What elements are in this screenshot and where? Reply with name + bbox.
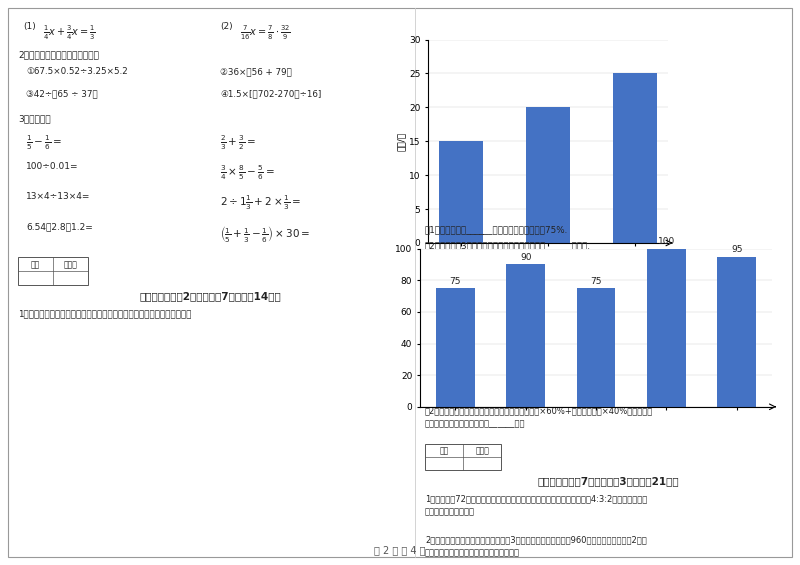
Y-axis label: 天数/天: 天数/天 xyxy=(397,132,406,151)
Text: （1）王平四次平时成绩的平均分是______分。: （1）王平四次平时成绩的平均分是______分。 xyxy=(425,390,546,399)
Text: 体积是多少立方厘米？: 体积是多少立方厘米？ xyxy=(425,507,475,516)
Bar xyxy=(526,107,570,243)
Bar xyxy=(436,288,474,407)
Text: (2): (2) xyxy=(220,22,233,31)
Bar xyxy=(18,257,88,285)
Text: 五、综合题（共2小题，每题7分，共计14分）: 五、综合题（共2小题，每题7分，共计14分） xyxy=(139,291,281,301)
Bar xyxy=(577,288,615,407)
Text: ③42÷（65 ÷ 37）: ③42÷（65 ÷ 37） xyxy=(26,89,98,98)
Text: 得分: 得分 xyxy=(439,447,449,456)
Text: 100÷0.01=: 100÷0.01= xyxy=(26,162,78,171)
Text: 90: 90 xyxy=(520,253,531,262)
Text: 级第一学期的数学学期成绩是______分。: 级第一学期的数学学期成绩是______分。 xyxy=(425,419,526,428)
Text: 6.54－2.8－1.2=: 6.54－2.8－1.2= xyxy=(26,222,93,231)
Text: （2）先由甲做3天，剩下的工程由丙接着做，还要______天完成.: （2）先由甲做3天，剩下的工程由丙接着做，还要______天完成. xyxy=(425,241,591,250)
Text: $\frac{1}{4}x+\frac{3}{4}x=\frac{1}{3}$: $\frac{1}{4}x+\frac{3}{4}x=\frac{1}{3}$ xyxy=(43,24,96,42)
Text: (1): (1) xyxy=(23,22,36,31)
Text: 13×4÷13×4=: 13×4÷13×4= xyxy=(26,192,90,201)
Text: 的正方形方砖，需要多少块？（用比例解）: 的正方形方砖，需要多少块？（用比例解） xyxy=(425,548,520,557)
Text: 2．化式计算，能简算的要简算。: 2．化式计算，能简算的要简算。 xyxy=(18,50,99,59)
Text: ②36×（56 + 79）: ②36×（56 + 79） xyxy=(220,67,292,76)
Bar xyxy=(506,264,545,407)
Text: $\frac{3}{4}\times\frac{8}{5}-\frac{5}{6}=$: $\frac{3}{4}\times\frac{8}{5}-\frac{5}{6… xyxy=(220,164,275,182)
Text: 1．用一根长72厘米的铁丝围成一个长方体，这个长方体得长宽高的比是4:3:2，这个长方体的: 1．用一根长72厘米的铁丝围成一个长方体，这个长方体得长宽高的比是4:3:2，这… xyxy=(425,494,647,503)
Text: $\left(\frac{1}{5}+\frac{1}{3}-\frac{1}{6}\right)\times30=$: $\left(\frac{1}{5}+\frac{1}{3}-\frac{1}{… xyxy=(220,224,310,244)
Text: 2．如图是王平六年级第一学期四次数学平时成绩和数学期末测试成绩统计图，请根据图填空：: 2．如图是王平六年级第一学期四次数学平时成绩和数学期末测试成绩统计图，请根据图填… xyxy=(425,259,635,268)
Bar xyxy=(614,73,657,243)
Text: ④1.5×[（702-270）÷16]: ④1.5×[（702-270）÷16] xyxy=(220,89,322,98)
Text: 100: 100 xyxy=(658,237,675,246)
Text: （2）数学学期成绩是这样算的：平时成绩的平均分×60%+期末测验成绩×40%，王平六年: （2）数学学期成绩是这样算的：平时成绩的平均分×60%+期末测验成绩×40%，王… xyxy=(425,406,654,415)
Text: 评卷人: 评卷人 xyxy=(475,447,489,456)
Bar xyxy=(439,141,482,243)
Text: 第 2 页 共 4 页: 第 2 页 共 4 页 xyxy=(374,545,426,555)
Text: 1．如图是甲、乙、丙三人单独完成某项工程所需天数统计图，看图填空：: 1．如图是甲、乙、丙三人单独完成某项工程所需天数统计图，看图填空： xyxy=(18,309,191,318)
Text: $\frac{1}{5}-\frac{1}{6}=$: $\frac{1}{5}-\frac{1}{6}=$ xyxy=(26,134,62,153)
Bar xyxy=(718,257,756,407)
Text: $\frac{7}{16}x=\frac{7}{8}\cdot\frac{32}{9}$: $\frac{7}{16}x=\frac{7}{8}\cdot\frac{32}… xyxy=(240,24,290,42)
Text: 95: 95 xyxy=(731,245,742,254)
Text: 3．算一算。: 3．算一算。 xyxy=(18,114,50,123)
Text: 得分: 得分 xyxy=(31,260,40,270)
Bar xyxy=(647,249,686,407)
Text: $\frac{2}{3}+\frac{3}{2}=$: $\frac{2}{3}+\frac{3}{2}=$ xyxy=(220,134,256,153)
Text: 2．一间教室要用方砖铺地，用边长是3分米的正方形方砖，需要960块，如果改用边长为2分米: 2．一间教室要用方砖铺地，用边长是3分米的正方形方砖，需要960块，如果改用边长… xyxy=(425,535,647,544)
Text: 75: 75 xyxy=(450,277,461,286)
Text: 六、应用题（共7小题，每题3分，共计21分）: 六、应用题（共7小题，每题3分，共计21分） xyxy=(537,476,679,486)
Text: 评卷人: 评卷人 xyxy=(63,260,78,270)
Bar xyxy=(425,444,502,470)
Text: 75: 75 xyxy=(590,277,602,286)
Text: （1）甲、乙合作______天可以完成这项工程的75%.: （1）甲、乙合作______天可以完成这项工程的75%. xyxy=(425,225,568,234)
Text: $2\div1\frac{1}{3}+2\times\frac{1}{3}=$: $2\div1\frac{1}{3}+2\times\frac{1}{3}=$ xyxy=(220,194,302,212)
Text: ①67.5×0.52÷3.25×5.2: ①67.5×0.52÷3.25×5.2 xyxy=(26,67,128,76)
